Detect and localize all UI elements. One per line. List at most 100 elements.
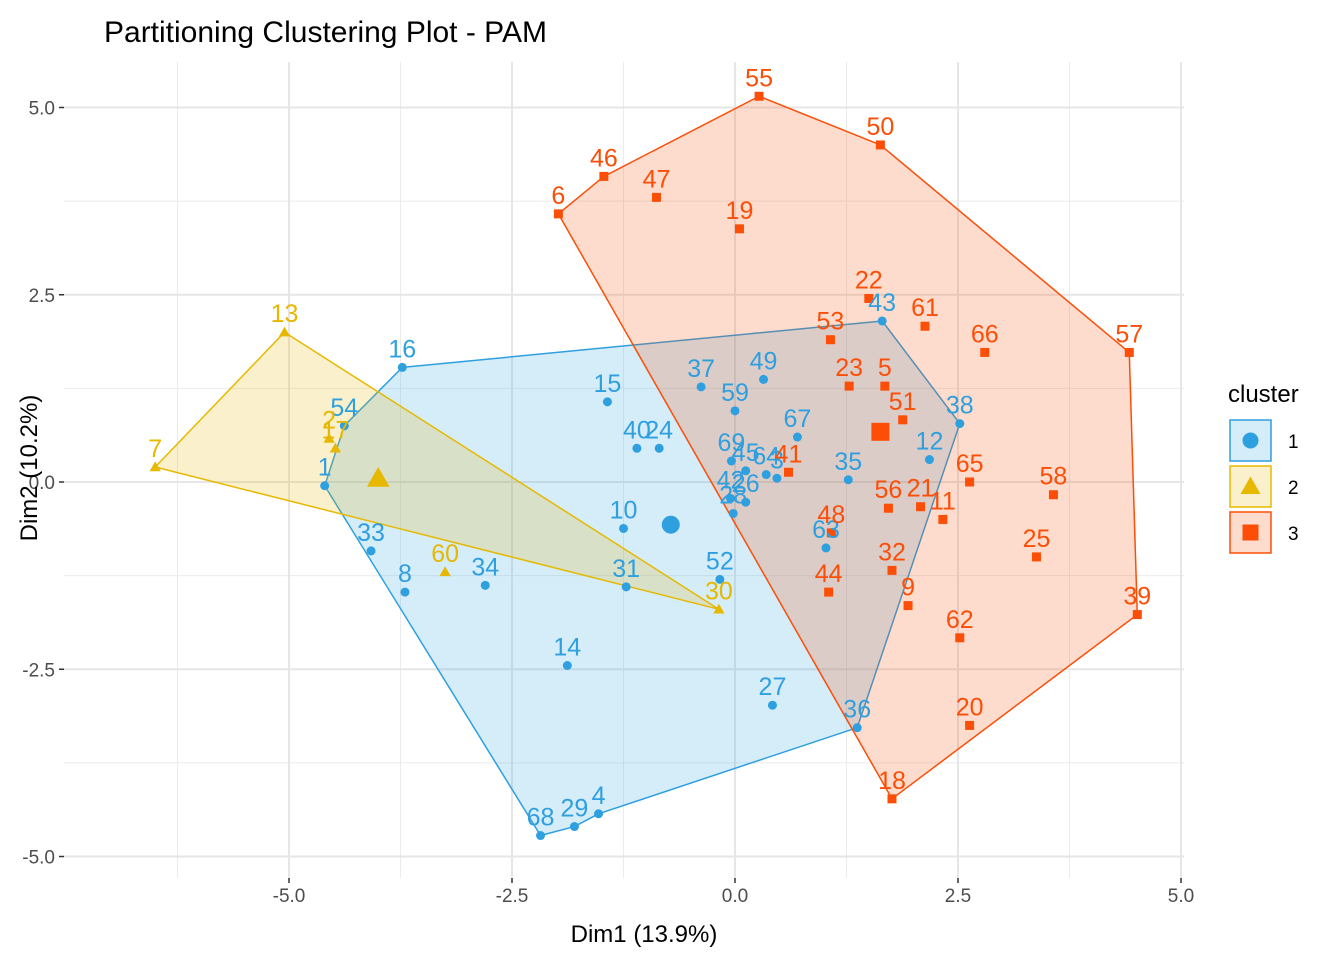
legend-label-2: 2 <box>1288 478 1299 499</box>
cluster-3-point-47 <box>652 192 662 202</box>
point-label-29: 29 <box>561 795 589 823</box>
y-tick-label: -5.0 <box>22 848 55 869</box>
point-label-62: 62 <box>946 606 974 634</box>
x-tick-label: 5.0 <box>1168 886 1194 907</box>
cluster-1-point-28 <box>728 508 738 518</box>
point-label-61: 61 <box>911 294 939 322</box>
chart-title: Partitioning Clustering Plot - PAM <box>104 16 547 49</box>
cluster-1-point-33 <box>366 546 376 556</box>
point-label-68: 68 <box>527 804 555 832</box>
cluster-3-point-25 <box>1031 552 1041 562</box>
cluster-2-point-30 <box>713 603 725 614</box>
cluster-3-point-62 <box>955 633 965 643</box>
point-label-44: 44 <box>815 560 843 588</box>
point-label-11: 11 <box>930 487 956 515</box>
legend-label-1: 1 <box>1288 432 1299 453</box>
cluster-3-point-57 <box>1124 347 1134 357</box>
point-label-26: 26 <box>732 470 760 498</box>
cluster-3-point-9 <box>903 601 913 611</box>
cluster-1-point-54 <box>339 421 349 431</box>
legend: cluster 1 2 3 <box>1228 381 1299 554</box>
cluster-1-point-26 <box>741 497 751 507</box>
point-label-32: 32 <box>878 538 906 566</box>
cluster-3-point-48 <box>826 528 836 538</box>
cluster-1-point-63 <box>821 543 831 553</box>
point-label-13: 13 <box>271 300 299 328</box>
point-label-31: 31 <box>612 555 640 583</box>
x-tick-label: 0.0 <box>722 886 748 907</box>
point-label-38: 38 <box>946 392 974 420</box>
point-label-56: 56 <box>875 476 903 504</box>
point-label-22: 22 <box>855 266 883 294</box>
point-label-25: 25 <box>1023 525 1051 553</box>
point-label-54: 54 <box>330 394 358 422</box>
cluster-1-point-68 <box>536 831 546 841</box>
point-label-49: 49 <box>750 347 778 375</box>
cluster-3-point-41 <box>784 467 794 477</box>
cluster-1-point-38 <box>955 419 965 429</box>
cluster-3-point-51 <box>898 415 908 425</box>
cluster-3-point-11 <box>938 514 948 524</box>
point-label-3: 3 <box>770 446 784 474</box>
point-labels: 1 348101214151624262728293133343536373840… <box>148 64 1151 831</box>
point-label-65: 65 <box>956 450 984 478</box>
cluster-3-point-6 <box>553 209 563 219</box>
point-label-41: 41 <box>775 440 803 468</box>
y-tick-label: -2.5 <box>22 660 55 681</box>
x-tick-label: -2.5 <box>496 886 529 907</box>
cluster-1-point-15 <box>602 397 612 407</box>
cluster-1-point-31 <box>621 582 631 592</box>
data-points <box>149 91 1142 841</box>
point-label-34: 34 <box>471 553 499 581</box>
point-label-24: 24 <box>645 416 673 444</box>
point-label-37: 37 <box>687 355 715 383</box>
cluster-3-point-53 <box>825 335 835 345</box>
y-tick-label: 0.0 <box>29 473 55 494</box>
point-label-64: 64 <box>752 443 780 471</box>
cluster-3-point-44 <box>824 587 834 597</box>
point-label-45: 45 <box>732 439 760 467</box>
point-label-47: 47 <box>643 165 671 193</box>
legend-marker-1 <box>1242 432 1259 449</box>
legend-title: cluster <box>1228 381 1299 408</box>
point-label-10: 10 <box>610 496 638 524</box>
cluster-1-point-14 <box>562 661 572 671</box>
point-label-6: 6 <box>551 182 565 210</box>
plot-panel: 1 348101214151624262728293133343536373840… <box>64 62 1184 878</box>
point-label-7: 7 <box>148 435 162 463</box>
point-label-33: 33 <box>357 519 385 547</box>
point-label-69: 69 <box>718 429 746 457</box>
point-label-4: 4 <box>592 782 606 810</box>
cluster-3-point-66 <box>980 347 990 357</box>
cluster-2-medoid <box>366 467 390 487</box>
cluster-1-point-1 <box>320 481 330 491</box>
point-label-42: 42 <box>717 466 745 494</box>
cluster-3-medoid <box>871 422 890 441</box>
point-label-1: 1 <box>318 454 332 482</box>
cluster-1-point-29 <box>569 822 579 832</box>
point-label-50: 50 <box>866 113 894 141</box>
cluster-3-point-46 <box>599 171 609 181</box>
legend-marker-2 <box>1240 476 1261 494</box>
point-label-5: 5 <box>878 354 892 382</box>
cluster-2-point-17 <box>329 442 342 453</box>
cluster-1-point-59 <box>730 406 740 416</box>
x-tick-label: -5.0 <box>273 886 306 907</box>
point-label-19: 19 <box>726 197 754 225</box>
cluster-1-point-45 <box>741 466 751 476</box>
point-label-2: 2 <box>322 407 336 435</box>
point-label-20: 20 <box>956 693 984 721</box>
cluster-3-point-22 <box>864 293 874 303</box>
cluster-1-point-3 <box>772 473 782 483</box>
cluster-1-point-8 <box>400 587 410 597</box>
x-tick-label: 2.5 <box>945 886 971 907</box>
cluster-1-medoid <box>661 515 680 534</box>
cluster-3-point-18 <box>887 794 897 804</box>
point-label-57: 57 <box>1115 320 1143 348</box>
point-label-23: 23 <box>835 354 863 382</box>
cluster-hulls <box>154 95 1139 837</box>
axis-ticks: -5.0 -2.5 0.0 2.5 5.0 -5.0 -2.5 0.0 2.5 5.0 <box>22 99 1194 908</box>
cluster-1-point-37 <box>696 382 706 392</box>
point-label-46: 46 <box>590 144 618 172</box>
point-label-67: 67 <box>784 405 812 433</box>
